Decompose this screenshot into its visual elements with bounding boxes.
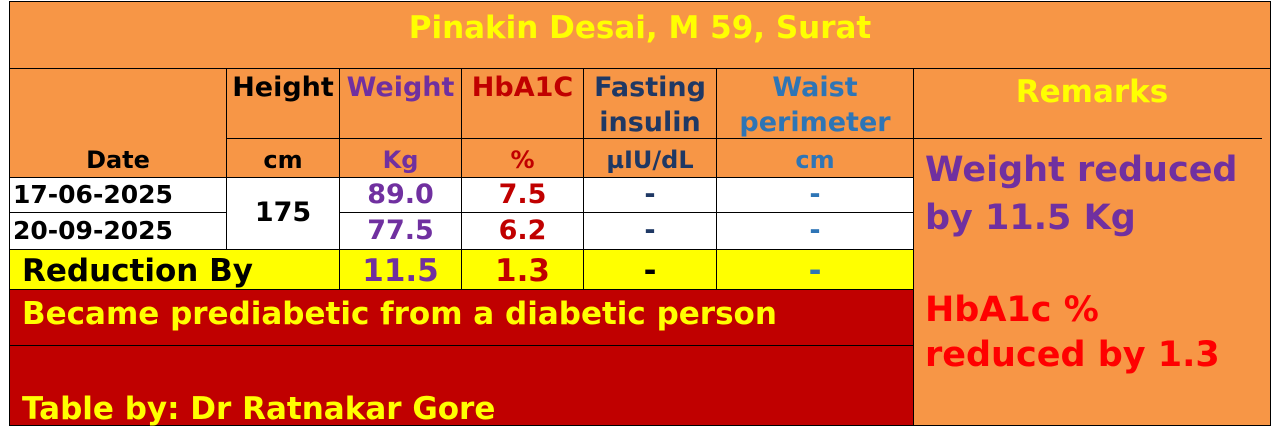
header-waist-unit: cm — [795, 146, 835, 174]
header-height-label: Height — [232, 72, 334, 103]
row1-weight-cell — [339, 177, 462, 213]
row2-waist: - — [809, 215, 821, 246]
row2-date-cell — [9, 212, 227, 250]
header-waist-label-line1: Waist — [772, 72, 858, 103]
row1-date-cell — [9, 177, 227, 213]
note-text: Became prediabetic from a diabetic perso… — [22, 296, 777, 332]
header-fasting-label-line1: Fasting — [594, 72, 706, 103]
row2-date: 20-09-2025 — [13, 216, 173, 245]
header-fasting-unit: µIU/dL — [606, 146, 694, 174]
row1-waist: - — [809, 179, 821, 210]
header-date-cell — [9, 68, 227, 178]
row1-fasting: - — [644, 179, 656, 210]
row1-waist-cell — [716, 177, 914, 213]
row1-weight: 89.0 — [367, 179, 434, 210]
header-fasting-cell — [583, 68, 717, 178]
header-remarks-label: Remarks — [1015, 74, 1169, 110]
height-value: 175 — [254, 197, 312, 228]
row1-hba1c: 7.5 — [498, 179, 547, 210]
remark-hba1c-line2: reduced by 1.3 — [925, 335, 1220, 375]
row2-weight: 77.5 — [367, 215, 434, 246]
row2-weight-cell — [339, 212, 462, 250]
remark-weight-line1: Weight reduced — [925, 150, 1238, 190]
page-title: Pinakin Desai, M 59, Surat — [408, 10, 872, 46]
header-waist-label-line2: perimeter — [739, 107, 891, 138]
row2-fasting: - — [644, 215, 656, 246]
remark-hba1c-line1: HbA1c % — [925, 290, 1099, 330]
note-cell — [9, 289, 914, 346]
remarks-cell — [913, 68, 1271, 426]
header-date-label: Date — [86, 146, 150, 174]
reduction-fasting: - — [643, 253, 657, 289]
title-bar — [9, 1, 1271, 69]
reduction-label-cell — [9, 249, 340, 290]
header-fasting-label-line2: insulin — [599, 107, 701, 138]
row2-fasting-cell — [583, 212, 717, 250]
header-divider — [226, 138, 1262, 139]
credit-text: Table by: Dr Ratnakar Gore — [22, 391, 496, 427]
reduction-waist-cell — [716, 249, 914, 290]
header-weight-label: Weight — [346, 72, 455, 103]
row2-hba1c: 6.2 — [498, 215, 547, 246]
reduction-weight: 11.5 — [362, 253, 439, 289]
remark-weight-line2: by 11.5 Kg — [925, 198, 1136, 238]
header-waist-cell — [716, 68, 914, 178]
header-weight-unit: Kg — [382, 146, 419, 174]
header-height-unit: cm — [263, 146, 303, 174]
row1-date: 17-06-2025 — [13, 180, 173, 209]
header-hba1c-label: HbA1C — [471, 72, 574, 103]
credit-cell — [9, 345, 914, 426]
reduction-hba1c: 1.3 — [495, 253, 550, 289]
header-hba1c-cell — [461, 68, 584, 178]
header-weight-cell — [339, 68, 462, 178]
reduction-label: Reduction By — [22, 253, 253, 289]
header-hba1c-unit: % — [510, 146, 535, 174]
reduction-waist: - — [808, 253, 822, 289]
